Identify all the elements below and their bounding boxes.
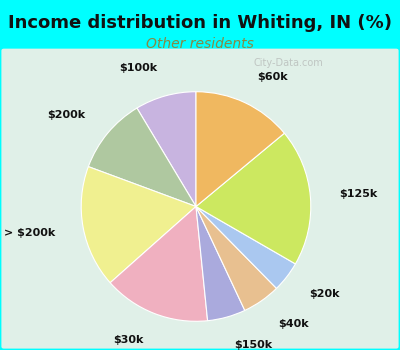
Text: $150k: $150k: [234, 340, 272, 350]
Wedge shape: [196, 206, 276, 310]
Text: Income distribution in Whiting, IN (%): Income distribution in Whiting, IN (%): [8, 14, 392, 32]
Wedge shape: [196, 133, 311, 264]
Text: $200k: $200k: [48, 110, 86, 120]
Wedge shape: [196, 206, 245, 321]
Text: $60k: $60k: [257, 72, 288, 82]
Text: $40k: $40k: [278, 319, 309, 329]
Text: $30k: $30k: [114, 335, 144, 345]
Wedge shape: [137, 92, 196, 206]
Wedge shape: [196, 92, 284, 206]
Text: City-Data.com: City-Data.com: [253, 58, 323, 68]
Wedge shape: [196, 206, 296, 288]
Text: $125k: $125k: [339, 189, 377, 200]
Wedge shape: [110, 206, 208, 321]
Wedge shape: [81, 167, 196, 283]
Text: $20k: $20k: [310, 289, 340, 299]
Text: $100k: $100k: [120, 63, 158, 73]
Wedge shape: [88, 108, 196, 206]
FancyBboxPatch shape: [0, 47, 400, 350]
Text: > $200k: > $200k: [4, 228, 55, 238]
Text: Other residents: Other residents: [146, 37, 254, 51]
